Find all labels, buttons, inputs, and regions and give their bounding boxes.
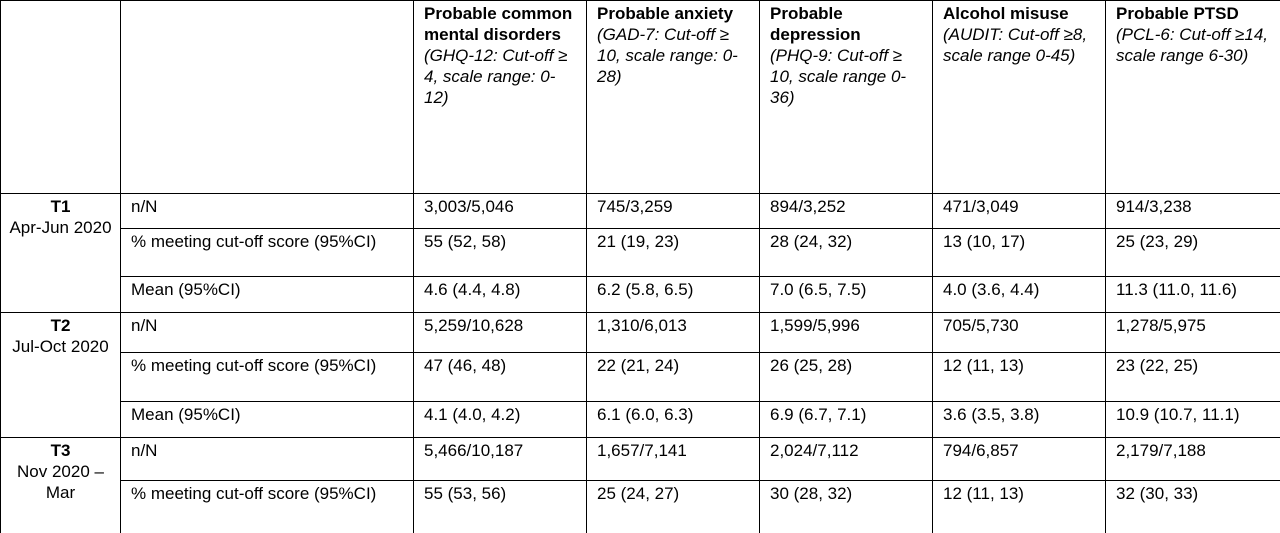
data-cell: 5,466/10,187	[413, 437, 587, 481]
period-dates: Jul-Oct 2020	[12, 337, 109, 356]
data-cell: 1,657/7,141	[586, 437, 760, 481]
data-row: Mean (95%CI) 4.1 (4.0, 4.2) 6.1 (6.0, 6.3)…	[1, 401, 1280, 438]
data-cell: 7.0 (6.5, 7.5)	[759, 276, 933, 313]
header-row: Probable common mental disorders (GHQ-12:…	[0, 0, 1280, 194]
data-cell: 32 (30, 33)	[1105, 480, 1280, 533]
data-cell: 13 (10, 17)	[932, 228, 1106, 277]
row-label: % meeting cut-off score (95%CI)	[120, 480, 414, 533]
data-cell: 30 (28, 32)	[759, 480, 933, 533]
data-cell: 3,003/5,046	[413, 193, 587, 229]
data-cell: 2,024/7,112	[759, 437, 933, 481]
period: T2	[50, 316, 71, 335]
header-cell: Probable PTSD (PCL-6: Cut-off ≥14, scale …	[1105, 0, 1280, 194]
data-cell: 55 (53, 56)	[413, 480, 587, 533]
data-cell: 22 (21, 24)	[586, 352, 760, 402]
data-cell: 745/3,259	[586, 193, 760, 229]
row-label: Mean (95%CI)	[120, 401, 414, 438]
data-cell: 11.3 (11.0, 11.6)	[1105, 276, 1280, 313]
data-cell: 26 (25, 28)	[759, 352, 933, 402]
data-cell: 25 (23, 29)	[1105, 228, 1280, 277]
data-row: % meeting cut-off score (95%CI) 47 (46, 4…	[1, 352, 1280, 402]
data-cell: 6.1 (6.0, 6.3)	[586, 401, 760, 438]
data-row: T1 Apr-Jun 2020 n/N 3,003/5,046 745/3,259 894…	[0, 193, 1280, 313]
data-cell: 28 (24, 32)	[759, 228, 933, 277]
period-dates: Nov 2020 – Mar	[17, 462, 104, 502]
data-cell: 5,259/10,628	[413, 312, 587, 353]
data-cell: 47 (46, 48)	[413, 352, 587, 402]
header-cell: Alcohol misuse (AUDIT: Cut-off ≥8, scale …	[932, 0, 1106, 194]
data-row: Mean (95%CI) 4.6 (4.4, 4.8) 6.2 (5.8, 6.5)…	[1, 276, 1280, 313]
data-cell: 1,278/5,975	[1105, 312, 1280, 353]
data-row: % meeting cut-off score (95%CI) 55 (52, 5…	[1, 228, 1280, 277]
data-cell: 4.1 (4.0, 4.2)	[413, 401, 587, 438]
header-cell: Probable anxiety (GAD-7: Cut-off ≥ 10, sc…	[586, 0, 760, 194]
row-label: n/N	[120, 312, 414, 353]
data-cell: 794/6,857	[932, 437, 1106, 481]
data-cell: 3.6 (3.5, 3.8)	[932, 401, 1106, 438]
header-cell: Probable depression (PHQ-9: Cut-off ≥ 10,…	[759, 0, 933, 194]
data-cell: 6.2 (5.8, 6.5)	[586, 276, 760, 313]
data-cell: 25 (24, 27)	[586, 480, 760, 533]
period-cell: T3 Nov 2020 – Mar	[0, 437, 121, 533]
data-cell: 4.0 (3.6, 4.4)	[932, 276, 1106, 313]
measure-definition: (AUDIT: Cut-off ≥8, scale range 0-45)	[943, 25, 1088, 65]
data-cell: 2,179/7,188	[1105, 437, 1280, 481]
row-label: Mean (95%CI)	[120, 276, 414, 313]
row-label: n/N	[120, 193, 414, 229]
header-cell: Probable common mental disorders (GHQ-12:…	[413, 0, 587, 194]
empty-cell	[120, 0, 414, 194]
period-cell: T2 Jul-Oct 2020	[0, 312, 121, 438]
period: T1	[50, 197, 71, 216]
data-cell: 705/5,730	[932, 312, 1106, 353]
data-cell: 1,310/6,013	[586, 312, 760, 353]
data-cell: 894/3,252	[759, 193, 933, 229]
measure-definition: (PHQ-9: Cut-off ≥ 10, scale range 0-36)	[770, 46, 907, 107]
measure-definition: (PCL-6: Cut-off ≥14, scale range 6-30)	[1116, 25, 1268, 65]
data-cell: 6.9 (6.7, 7.1)	[759, 401, 933, 438]
data-row: T3 Nov 2020 – Mar n/N 5,466/10,187 1,657/7,1…	[0, 437, 1280, 533]
period: T3	[50, 441, 71, 460]
measure-title: Probable common mental disorders	[424, 4, 573, 44]
measure-definition: (GAD-7: Cut-off ≥ 10, scale range: 0-28)	[597, 25, 738, 86]
measure-title: Probable anxiety	[597, 4, 734, 23]
empty-cell	[0, 0, 121, 194]
row-label: % meeting cut-off score (95%CI)	[120, 228, 414, 277]
data-cell: 55 (52, 58)	[413, 228, 587, 277]
data-cell: 23 (22, 25)	[1105, 352, 1280, 402]
period-cell: T1 Apr-Jun 2020	[0, 193, 121, 313]
data-cell: 12 (11, 13)	[932, 480, 1106, 533]
data-cell: 1,599/5,996	[759, 312, 933, 353]
measure-title: Probable depression	[770, 4, 861, 44]
period-dates: Apr-Jun 2020	[9, 218, 112, 237]
data-row: % meeting cut-off score (95%CI) 55 (53, 5…	[1, 480, 1280, 533]
data-cell: 12 (11, 13)	[932, 352, 1106, 402]
data-cell: 21 (19, 23)	[586, 228, 760, 277]
data-cell: 914/3,238	[1105, 193, 1280, 229]
row-label: % meeting cut-off score (95%CI)	[120, 352, 414, 402]
measure-title: Alcohol misuse	[943, 4, 1069, 23]
data-cell: 471/3,049	[932, 193, 1106, 229]
measure-definition: (GHQ-12: Cut-off ≥ 4, scale range: 0-12)	[424, 46, 568, 107]
data-cell: 10.9 (10.7, 11.1)	[1105, 401, 1280, 438]
row-label: n/N	[120, 437, 414, 481]
data-cell: 4.6 (4.4, 4.8)	[413, 276, 587, 313]
measure-title: Probable PTSD	[1116, 4, 1239, 23]
data-row: T2 Jul-Oct 2020 n/N 5,259/10,628 1,310/6,013…	[0, 312, 1280, 438]
